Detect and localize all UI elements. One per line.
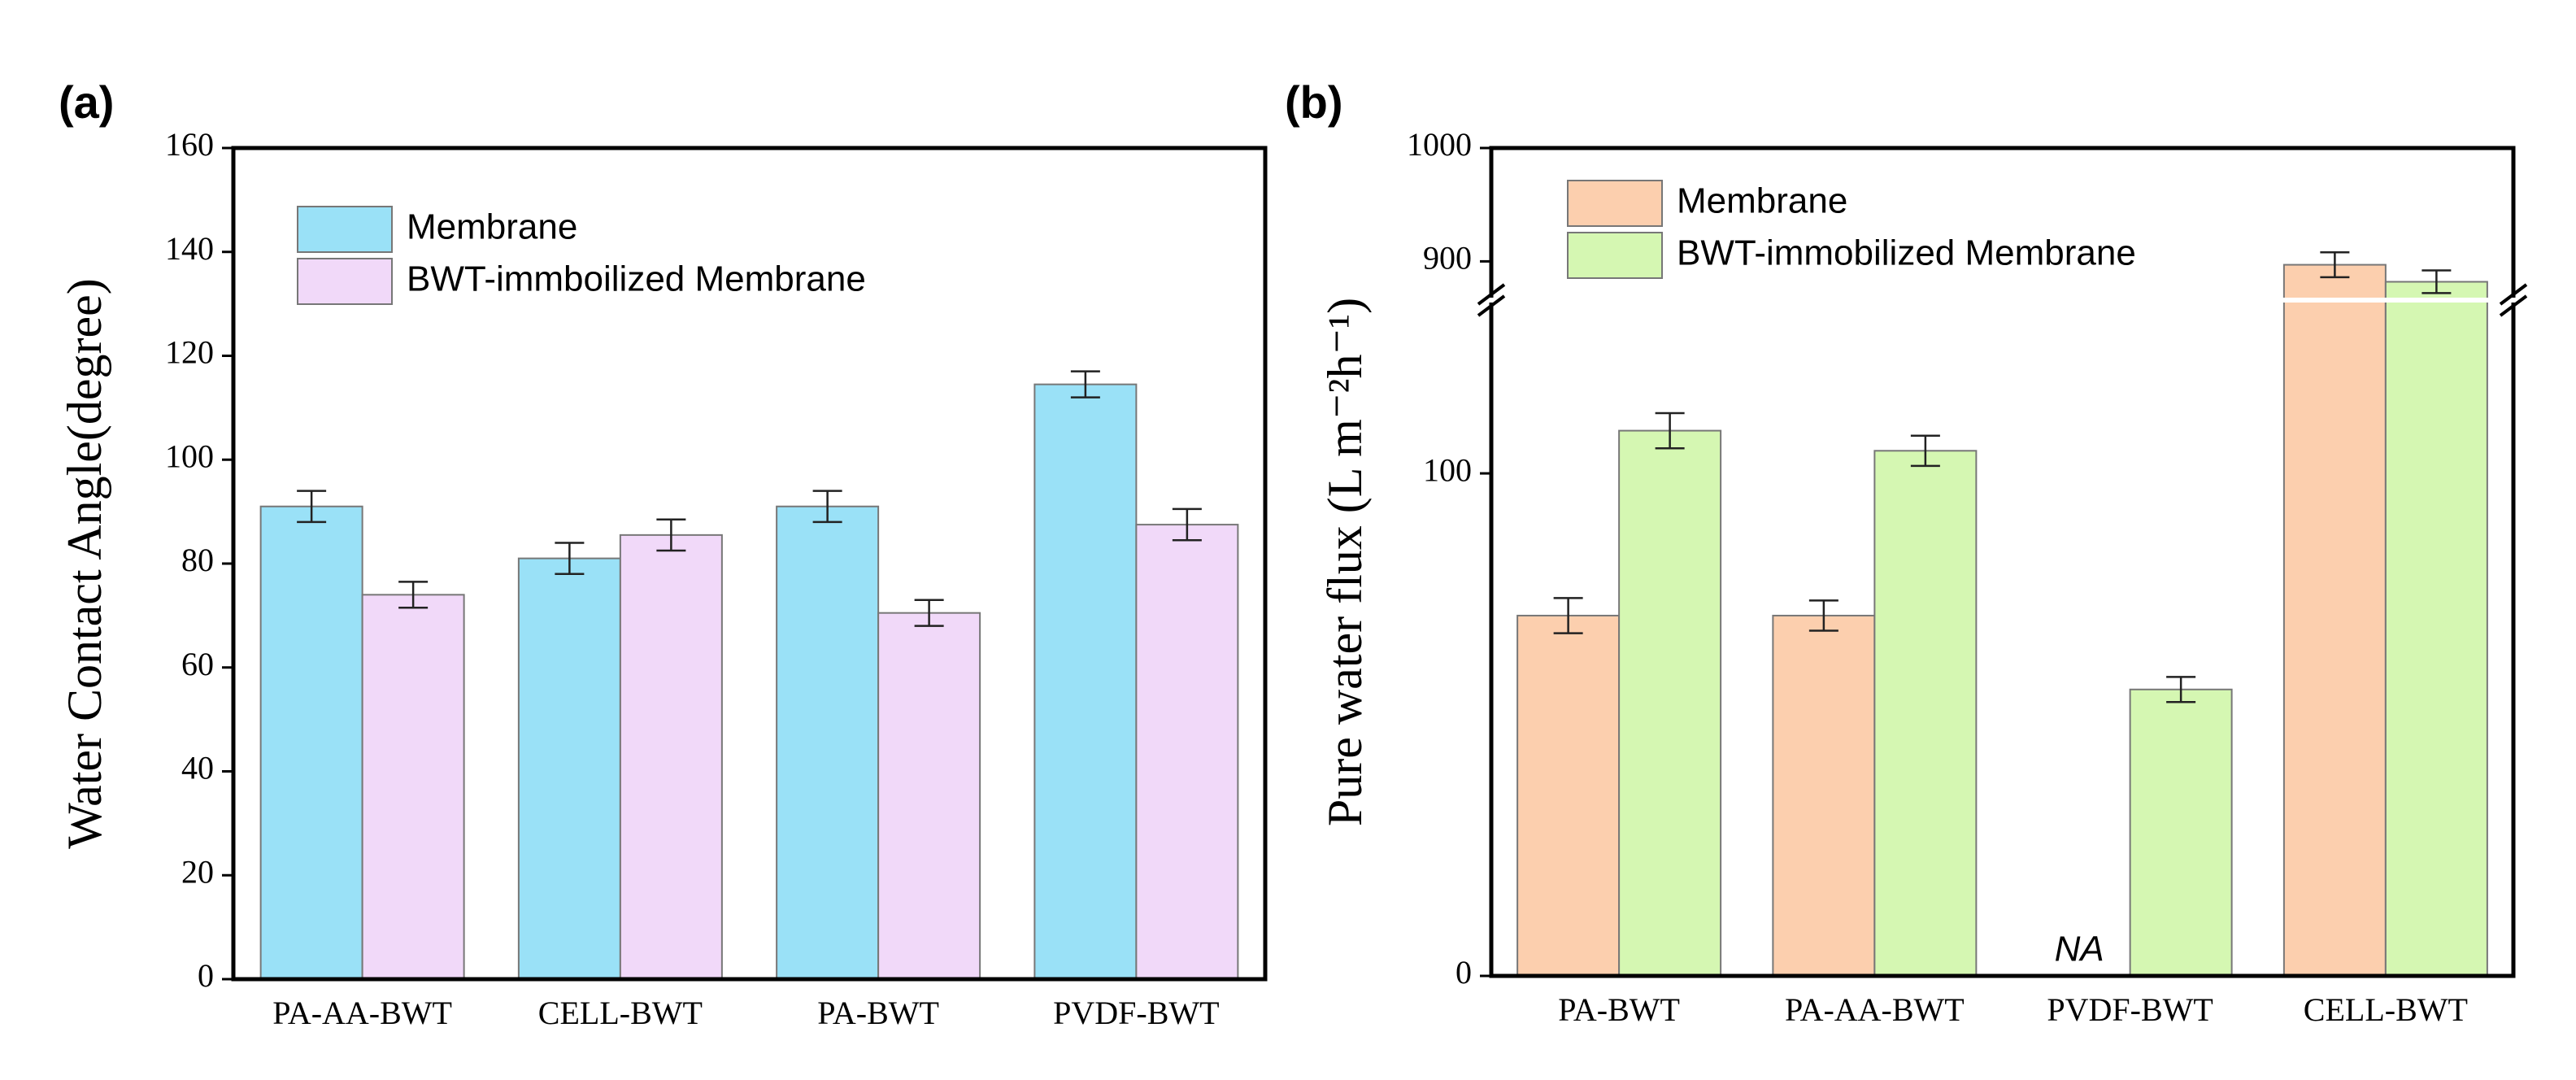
x-tick-label: PVDF-BWT — [1053, 995, 1219, 1031]
x-tick-label: CELL-BWT — [2304, 991, 2468, 1028]
y-axis-label: Water Contact Angle(degree) — [58, 278, 111, 849]
y-tick-label: 100 — [165, 438, 214, 474]
error-bar — [1070, 370, 1100, 398]
legend-label: Membrane — [1677, 181, 1847, 221]
y-tick-label: 100 — [1423, 451, 1472, 488]
axis-break-gap — [1475, 298, 2530, 303]
y-tick-label: 1000 — [1407, 126, 1472, 163]
legend-swatch — [1567, 180, 1663, 227]
y-tick-label: 40 — [181, 750, 214, 786]
x-tick-label: PA-BWT — [817, 995, 939, 1031]
bar — [1618, 429, 1722, 977]
plot-frame — [231, 146, 1268, 982]
annotation: NA — [2055, 930, 2104, 969]
panel-label: (a) — [59, 76, 114, 128]
bar — [2282, 263, 2387, 977]
break-mark — [2499, 283, 2528, 317]
error-bar — [297, 490, 327, 524]
legend-label: Membrane — [407, 207, 577, 247]
legend-swatch — [297, 206, 393, 253]
y-tick-label: 0 — [1456, 954, 1472, 991]
error-bar — [1910, 434, 1940, 468]
error-bar — [2166, 676, 2196, 703]
y-tick-label: 20 — [181, 853, 214, 890]
bar — [877, 612, 981, 981]
x-tick-label: PA-BWT — [1558, 991, 1680, 1028]
x-tick-label: PA-AA-BWT — [1785, 991, 1965, 1028]
y-tick-label: 900 — [1423, 240, 1472, 277]
bar — [1516, 614, 1621, 977]
y-tick-label: 140 — [165, 230, 214, 267]
y-tick-label: 60 — [181, 646, 214, 682]
x-tick-label: CELL-BWT — [538, 995, 703, 1031]
bar — [776, 505, 880, 980]
x-tick-label: PVDF-BWT — [2047, 991, 2213, 1028]
legend-swatch — [1567, 232, 1663, 279]
y-tick-label: 0 — [198, 957, 214, 994]
legend-label: BWT-immobilized Membrane — [1677, 233, 2136, 273]
legend-label: BWT-immboilized Membrane — [407, 259, 866, 299]
legend-swatch — [297, 258, 393, 305]
y-tick-label: 80 — [181, 542, 214, 578]
error-bar — [1553, 597, 1583, 634]
plot-frame — [1489, 146, 2516, 978]
error-bar — [914, 599, 944, 627]
bar — [517, 557, 621, 980]
y-tick-label: 160 — [165, 126, 214, 163]
error-bar — [1655, 412, 1685, 450]
break-mark — [1477, 283, 1506, 317]
error-bar — [656, 518, 686, 552]
bar — [1033, 383, 1138, 981]
panel-label: (b) — [1285, 76, 1343, 128]
bar — [361, 594, 465, 980]
error-bar — [812, 490, 842, 524]
y-tick-label: 120 — [165, 334, 214, 371]
bar — [1873, 450, 1978, 977]
bar — [2129, 688, 2233, 977]
bar — [259, 505, 363, 980]
error-bar — [1808, 599, 1838, 632]
error-bar — [555, 542, 585, 576]
bar — [2384, 281, 2488, 977]
y-axis-label: Pure water flux (L m⁻²h⁻¹) — [1318, 298, 1372, 826]
error-bar — [398, 581, 429, 609]
bar — [1772, 614, 1876, 977]
error-bar — [2320, 250, 2350, 279]
x-tick-label: PA-AA-BWT — [272, 995, 452, 1031]
error-bar — [2422, 269, 2452, 294]
bar — [619, 533, 723, 980]
bar — [1135, 524, 1239, 980]
error-bar — [1172, 507, 1202, 542]
